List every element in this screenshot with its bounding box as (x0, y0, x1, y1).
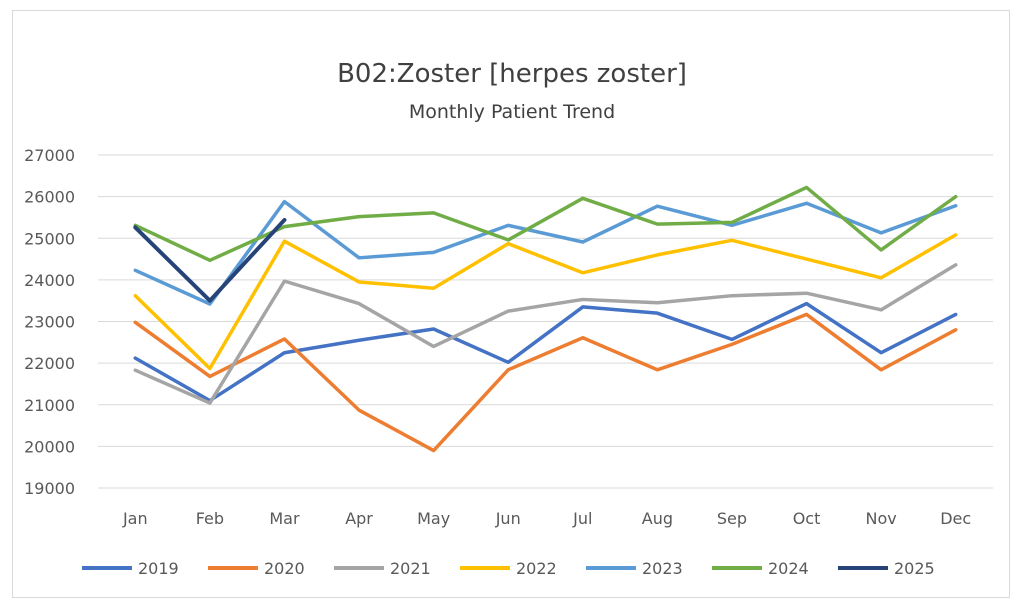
y-tick-label: 20000 (24, 437, 75, 456)
x-tick-label: Jun (495, 509, 521, 528)
x-tick-label: Sep (717, 509, 747, 528)
y-tick-label: 25000 (24, 229, 75, 248)
chart-frame (12, 10, 1010, 598)
series-line-2022 (133, 233, 958, 371)
series-line-2021 (133, 263, 958, 405)
series-line-2020 (133, 312, 958, 453)
legend-label-2020: 2020 (264, 559, 305, 578)
x-tick-label: Feb (196, 509, 224, 528)
series-line-2025 (133, 217, 287, 303)
legend-label-2024: 2024 (768, 559, 809, 578)
y-tick-label: 26000 (24, 188, 75, 207)
y-tick-label: 21000 (24, 396, 75, 415)
legend-label-2023: 2023 (642, 559, 683, 578)
legend-label-2025: 2025 (894, 559, 935, 578)
x-tick-label: Oct (793, 509, 821, 528)
y-tick-label: 22000 (24, 354, 75, 373)
y-tick-label: 27000 (24, 146, 75, 165)
y-tick-label: 19000 (24, 479, 75, 498)
x-tick-label: Aug (642, 509, 673, 528)
x-tick-label: Jan (122, 509, 148, 528)
series-line-2019 (133, 301, 958, 403)
legend-label-2021: 2021 (390, 559, 431, 578)
x-tick-label: Nov (866, 509, 897, 528)
legend-label-2019: 2019 (138, 559, 179, 578)
x-tick-label: Mar (269, 509, 300, 528)
chart-title: B02:Zoster [herpes zoster] (337, 59, 687, 89)
x-tick-label: Jul (572, 509, 592, 528)
chart-subtitle: Monthly Patient Trend (409, 101, 615, 123)
legend-label-2022: 2022 (516, 559, 557, 578)
x-tick-label: Apr (345, 509, 373, 528)
x-tick-label: May (417, 509, 450, 528)
y-tick-label: 24000 (24, 271, 75, 290)
series-line-2023 (133, 199, 958, 306)
x-tick-label: Dec (940, 509, 971, 528)
y-tick-label: 23000 (24, 313, 75, 332)
